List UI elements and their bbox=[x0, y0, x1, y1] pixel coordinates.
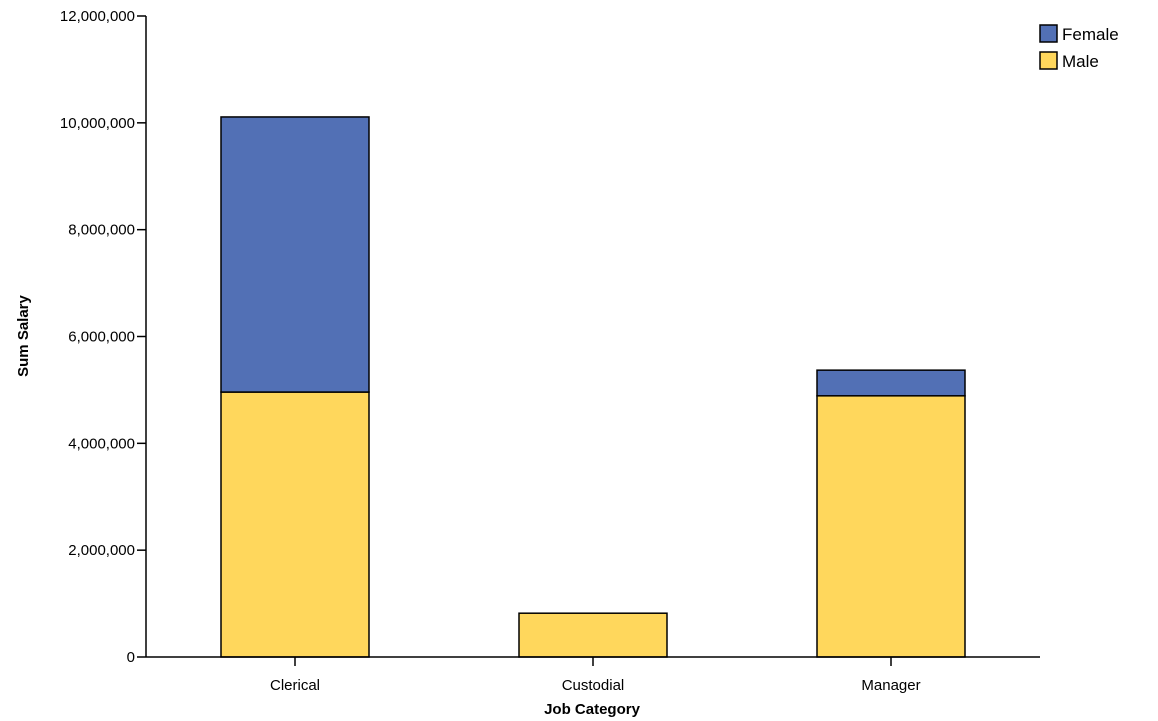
legend-label-male: Male bbox=[1062, 52, 1099, 71]
bar-segment-male-manager bbox=[816, 395, 966, 658]
bar-segment-female-manager bbox=[816, 369, 966, 397]
x-ticks: Clerical Custodial Manager bbox=[270, 657, 921, 694]
x-axis-title: Job Category bbox=[544, 701, 641, 718]
bar-segment-male-custodial bbox=[518, 612, 668, 658]
x-tick-label: Manager bbox=[861, 677, 920, 694]
y-tick-label: 6,000,000 bbox=[68, 329, 135, 346]
y-tick-label: 2,000,000 bbox=[68, 542, 135, 559]
bars-layer bbox=[220, 116, 966, 658]
y-tick-label: 12,000,000 bbox=[60, 8, 135, 25]
y-ticks: 0 2,000,000 4,000,000 6,000,000 8,000,000 10,… bbox=[60, 8, 146, 666]
legend: Female Male bbox=[1039, 24, 1119, 71]
bar-segment-male-clerical bbox=[220, 391, 370, 658]
x-tick-label: Custodial bbox=[562, 677, 625, 694]
y-tick-label: 8,000,000 bbox=[68, 222, 135, 239]
y-tick-label: 0 bbox=[127, 649, 135, 666]
legend-swatch-male bbox=[1039, 51, 1058, 70]
y-axis-title: Sum Salary bbox=[15, 294, 32, 376]
legend-swatch-female bbox=[1039, 24, 1058, 43]
y-tick-label: 10,000,000 bbox=[60, 115, 135, 132]
bar-segment-female-clerical bbox=[220, 116, 370, 393]
x-tick-label: Clerical bbox=[270, 677, 320, 694]
legend-label-female: Female bbox=[1062, 25, 1119, 44]
y-tick-label: 4,000,000 bbox=[68, 435, 135, 452]
